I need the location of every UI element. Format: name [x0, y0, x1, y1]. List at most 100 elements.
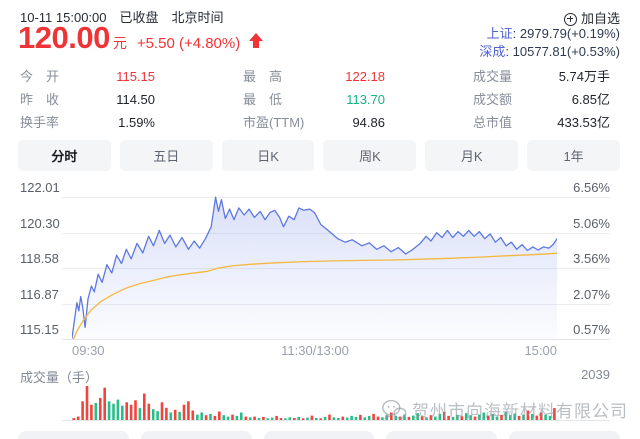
- volume-bar: [248, 417, 252, 420]
- add-watchlist-label: 加自选: [580, 11, 620, 26]
- volume-bar: [412, 415, 415, 420]
- volume-bar: [134, 400, 137, 420]
- volume-bar: [438, 413, 442, 420]
- market-status: 已收盘: [119, 10, 159, 25]
- timezone-label: 北京时间: [171, 10, 224, 25]
- stat-cell: 昨 收 114.50: [20, 89, 155, 107]
- bottom-placeholder-pill[interactable]: [386, 431, 498, 439]
- volume-bar: [213, 415, 217, 420]
- price-row: 120.00 元 +5.50 (+4.80%): [18, 20, 264, 55]
- x-axis-label: 15:00: [524, 343, 557, 358]
- volume-bar: [526, 410, 530, 420]
- volume-bar: [359, 414, 362, 420]
- tab-5day[interactable]: 五日: [119, 140, 213, 171]
- volume-bar: [473, 416, 477, 420]
- watermark: 贺州市向海新材料有限公司: [381, 397, 628, 422]
- volume-bar: [535, 415, 539, 420]
- tab-weekly-k[interactable]: 周K: [323, 140, 417, 171]
- tab-monthly-k[interactable]: 月K: [425, 140, 519, 171]
- volume-bar: [367, 415, 371, 420]
- index-name: 上证: [486, 26, 513, 41]
- volume-bar: [337, 418, 340, 420]
- volume-bar: [495, 416, 499, 420]
- volume-bar: [129, 404, 133, 420]
- volume-bar: [394, 415, 397, 420]
- volume-bar: [173, 409, 177, 420]
- period-tabs: 分时 五日 日K 周K 月K 1年: [18, 140, 620, 171]
- volume-bar: [99, 397, 102, 420]
- stat-value: 6.85亿: [571, 92, 610, 107]
- bottom-placeholder-pill[interactable]: [140, 431, 252, 439]
- volume-bar: [222, 415, 225, 420]
- add-watchlist-button[interactable]: 加自选: [563, 8, 620, 27]
- avg-price-line: [72, 252, 557, 339]
- stat-value: 5.74万手: [558, 69, 610, 84]
- volume-bar: [478, 414, 481, 420]
- y-axis-label-left: 115.15: [20, 322, 59, 337]
- volume-bar: [182, 404, 186, 420]
- volume-bar: [293, 418, 296, 420]
- volume-bar: [226, 416, 230, 420]
- volume-bar: [376, 416, 380, 420]
- tab-minute[interactable]: 分时: [18, 140, 111, 171]
- volume-bar: [323, 416, 327, 420]
- volume-bar: [125, 402, 128, 420]
- volume-bar: [487, 415, 490, 420]
- stat-cell: 成交额 6.85亿: [473, 89, 610, 107]
- tab-daily-k[interactable]: 日K: [221, 140, 315, 171]
- watermark-text: 贺州市向海新材料有限公司: [412, 402, 628, 421]
- volume-bar: [460, 416, 464, 420]
- volume-bar: [464, 413, 468, 420]
- stat-label: 总市值: [473, 115, 513, 130]
- stat-cell: 市盈(TTM) 94.86: [243, 112, 385, 130]
- stat-cell: 换手率 1.59%: [20, 112, 155, 130]
- volume-bar: [315, 418, 318, 420]
- price-line: [72, 196, 557, 339]
- y-axis-label-right: 0.57%: [573, 322, 610, 337]
- volume-bar: [372, 413, 375, 420]
- volume-bar: [407, 416, 411, 420]
- volume-bar: [451, 416, 455, 420]
- stat-cell: 成交量 5.74万手: [473, 66, 610, 84]
- volume-bar: [482, 412, 486, 420]
- y-axis-label-right: 3.56%: [573, 251, 610, 266]
- plus-circle-icon: [563, 12, 577, 26]
- volume-bar: [548, 415, 552, 420]
- tab-1year[interactable]: 1年: [527, 140, 620, 171]
- volume-bar: [147, 403, 151, 420]
- bottom-placeholder-pill[interactable]: [18, 431, 129, 439]
- tab-label: 日K: [257, 149, 279, 164]
- volume-bar: [72, 418, 76, 420]
- bottom-placeholder-pill[interactable]: [263, 431, 375, 439]
- y-axis-label-right: 2.07%: [573, 286, 610, 302]
- volume-bar: [381, 417, 384, 420]
- bottom-actions: [18, 431, 620, 439]
- volume-chart[interactable]: [72, 386, 557, 420]
- bottom-placeholder-pill[interactable]: [509, 431, 620, 439]
- index-name: 深成: [479, 43, 506, 59]
- volume-bar: [143, 393, 146, 420]
- volume-bar: [116, 399, 120, 420]
- volume-bar: [517, 415, 521, 420]
- volume-bar: [94, 403, 98, 420]
- price-chart[interactable]: [72, 185, 557, 339]
- volume-bar: [244, 416, 248, 420]
- volume-bar: [156, 411, 159, 420]
- volume-bar: [429, 415, 433, 420]
- stat-label: 市盈(TTM): [243, 115, 305, 130]
- index-row[interactable]: 深成: 10577.81(+0.53%): [479, 43, 620, 61]
- volume-bar: [350, 415, 353, 420]
- volume-bar: [165, 407, 168, 420]
- volume-bar: [151, 409, 155, 420]
- volume-bar: [504, 411, 508, 420]
- last-price: 120.00: [18, 20, 110, 55]
- volume-bar: [390, 412, 393, 420]
- y-axis-label-left: 120.30: [20, 215, 60, 231]
- stat-label: 今 开: [20, 69, 60, 84]
- quote-time-row: 10-11 15:00:00 已收盘 北京时间: [20, 7, 237, 26]
- index-value: : 10577.81(+0.53%): [505, 43, 620, 59]
- volume-bar: [253, 416, 256, 420]
- index-row[interactable]: 上证: 2979.79(+0.19%): [479, 25, 620, 43]
- volume-bar: [553, 408, 556, 420]
